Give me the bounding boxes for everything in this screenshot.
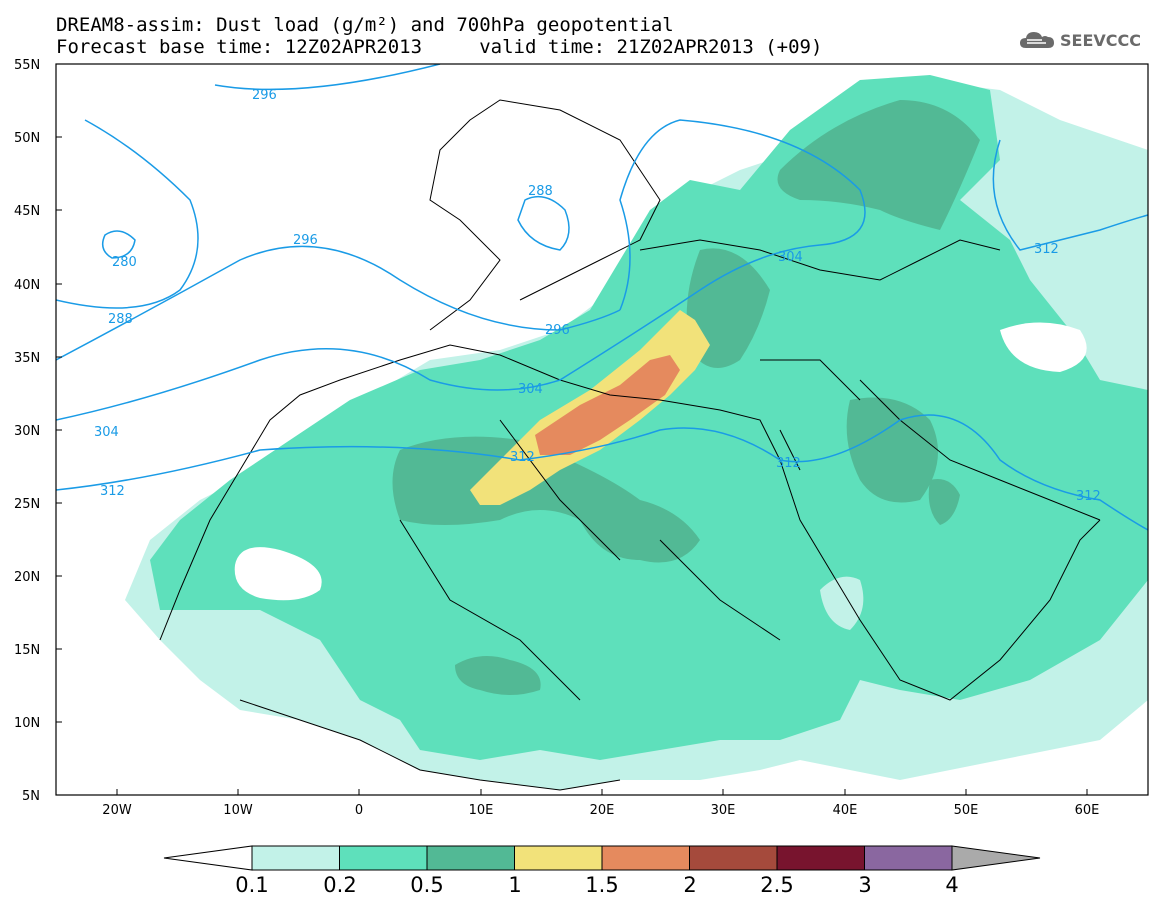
- forecast-time-subtitle: Forecast base time: 12Z02APR2013 valid t…: [56, 36, 823, 58]
- dust-level-0.5-region: [392, 100, 980, 695]
- cloud-icon: [1020, 32, 1054, 48]
- contour-label-312-d: 312: [1034, 242, 1059, 257]
- dust-level-1.5-region: [535, 355, 680, 455]
- lat-label-35n: 35N: [14, 351, 40, 366]
- contour-label-312-e: 312: [1076, 489, 1101, 504]
- lon-label-10w: 10W: [223, 803, 253, 818]
- lon-label-20w: 20W: [102, 803, 132, 818]
- dust-level-0.2-region: [150, 75, 1148, 760]
- contour-label-304-c: 304: [778, 250, 803, 265]
- lat-label-45n: 45N: [14, 204, 40, 219]
- contour-label-312: 312: [100, 484, 125, 499]
- contour-labels: 296 288 280 296 288 304 296 304 312 304 …: [94, 88, 1101, 504]
- colorbar-label-1: 1: [508, 873, 521, 897]
- lat-label-50n: 50N: [14, 131, 40, 146]
- colorbar-box-2.5: [776, 845, 865, 871]
- lat-label-40n: 40N: [14, 278, 40, 293]
- seevccc-logo: SEEVCCC: [1018, 28, 1158, 52]
- colorbar-label-3: 3: [858, 873, 871, 897]
- lon-label-30e: 30E: [711, 803, 736, 818]
- lat-label-30n: 30N: [14, 424, 40, 439]
- colorbar-box-0.2: [339, 845, 428, 871]
- coastlines: [159, 99, 1101, 791]
- contour-label-304: 304: [94, 425, 119, 440]
- colorbar-box-1.5: [601, 845, 690, 871]
- colorbar-over-arrow: [951, 845, 1041, 871]
- lat-label-15n: 15N: [14, 643, 40, 658]
- colorbar-label-0.1: 0.1: [235, 873, 268, 897]
- contour-label-288: 288: [108, 312, 133, 327]
- colorbar-label-0.2: 0.2: [323, 873, 356, 897]
- lat-axis: [56, 63, 62, 796]
- colorbar-label-2: 2: [683, 873, 696, 897]
- lon-label-0: 0: [355, 803, 363, 818]
- colorbar: 0.1 0.2 0.5 1 1.5 2 2.5 3 4: [163, 845, 1041, 897]
- lon-tick-labels: 20W 10W 0 10E 20E 30E 40E 50E 60E: [102, 803, 1099, 818]
- contour-label-312-c: 312: [776, 456, 801, 471]
- contour-label-296-b: 296: [293, 233, 318, 248]
- lat-tick-labels: 55N 50N 45N 40N 35N 30N 25N 20N 15N 10N …: [14, 58, 40, 804]
- colorbar-under-arrow: [163, 845, 253, 871]
- lon-axis: [116, 789, 1088, 795]
- lat-label-25n: 25N: [14, 497, 40, 512]
- lon-label-10e: 10E: [469, 803, 494, 818]
- lat-label-55n: 55N: [14, 58, 40, 73]
- colorbar-box-0.5: [426, 845, 515, 871]
- lon-label-50e: 50E: [954, 803, 979, 818]
- colorbar-label-0.5: 0.5: [410, 873, 443, 897]
- geopotential-contours: [56, 64, 1148, 531]
- contour-label-296-c: 296: [545, 323, 570, 338]
- colorbar-label-4: 4: [945, 873, 958, 897]
- lon-label-60e: 60E: [1075, 803, 1100, 818]
- map-title: DREAM8-assim: Dust load (g/m²) and 700hP…: [56, 14, 674, 36]
- contour-label-296: 296: [252, 88, 277, 103]
- logo-text: SEEVCCC: [1060, 30, 1141, 50]
- contour-label-288-b: 288: [528, 184, 553, 199]
- lat-label-5n: 5N: [22, 789, 40, 804]
- lat-label-10n: 10N: [14, 716, 40, 731]
- colorbar-box-2: [689, 845, 778, 871]
- lat-label-20n: 20N: [14, 570, 40, 585]
- colorbar-box-1: [514, 845, 603, 871]
- colorbar-box-0.1: [251, 845, 340, 871]
- colorbar-box-3: [864, 845, 953, 871]
- contour-label-304-b: 304: [518, 382, 543, 397]
- lon-label-20e: 20E: [590, 803, 615, 818]
- lon-label-40e: 40E: [833, 803, 858, 818]
- colorbar-label-1.5: 1.5: [585, 873, 618, 897]
- contour-label-280: 280: [112, 255, 137, 270]
- colorbar-label-2.5: 2.5: [760, 873, 793, 897]
- contour-label-312-b: 312: [510, 450, 535, 465]
